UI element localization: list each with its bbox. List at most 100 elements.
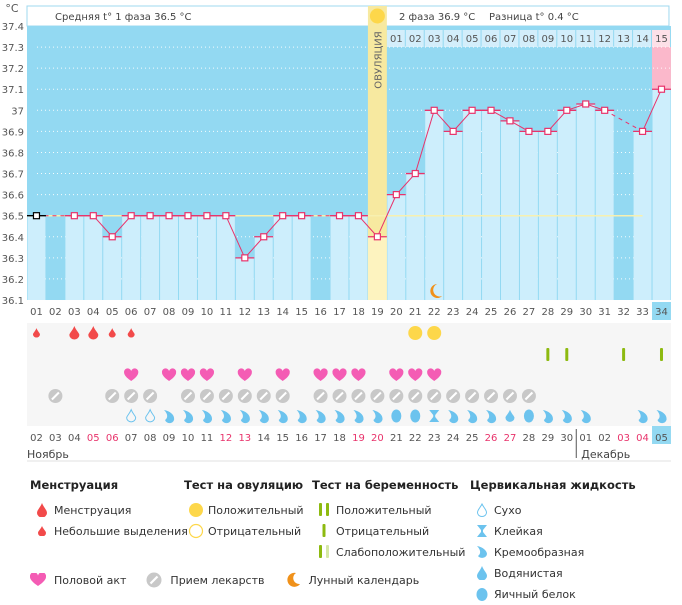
heart-icon [351,368,366,381]
temperature-column [235,257,254,300]
cycle-day-label: 18 [352,307,365,318]
phase2-average: 2 фаза 36.9 °C [399,12,475,23]
date-label: 28 [523,433,536,444]
phase2-day-cell [500,30,519,47]
date-label: 10 [182,433,195,444]
legend-item: Положительный [336,503,432,517]
temperature-point [184,212,192,220]
y-tick-label: 36.9 [2,127,24,138]
heart-icon [275,368,290,381]
blood-drop-icon [69,326,80,340]
cycle-day-label: 23 [447,307,460,318]
small-blood-drop-icon [32,328,40,338]
legend-title: Тест на овуляцию [184,478,304,492]
date-label: 09 [163,433,176,444]
heart-icon [389,368,404,381]
phase2-day-label: 11 [579,34,592,45]
temperature-column [557,110,576,300]
temperature-point [298,212,306,220]
y-tick-label: 37.3 [2,43,24,54]
date-label: 20 [371,433,384,444]
legend-menstruation: Менструация Менструация Небольшие выделе… [30,478,188,542]
egg-white-icon [523,409,534,423]
temperature-column [141,215,160,300]
date-label: 22 [409,433,422,444]
date-label: 04 [636,433,649,444]
temperature-point [146,212,154,220]
creamy-icon [448,410,459,424]
legend-title: Тест на беременность [312,478,459,492]
legend-cervical-fluid: Цервикальная жидкость Сухо Клейкая Кремо… [470,478,636,605]
temperature-column [179,215,197,300]
cycle-day-label: 26 [504,307,517,318]
temperature-line [376,194,397,237]
date-label: 01 [579,433,592,444]
phase2-day-cell [557,30,576,47]
date-label: 23 [428,433,441,444]
pill-stripe [259,391,268,401]
temperature-column [330,215,349,300]
creamy-icon [239,410,250,424]
temperature-column [576,103,595,300]
pill-stripe [448,391,458,401]
phase2-day-cell [652,30,670,47]
temperature-point [487,106,495,114]
date-label: 03 [617,433,630,444]
creamy-icon [486,410,497,424]
y-tick-label: 36.5 [2,212,24,223]
date-label: 21 [390,433,403,444]
temperature-point [544,127,552,135]
date-label: 11 [201,433,214,444]
temperature-column [349,215,368,300]
cycle-day-label: 21 [409,307,422,318]
phase2-day-cell [462,30,481,47]
cycle-day-label: 24 [466,307,479,318]
legend-item: Кремообразная [494,545,585,559]
phase2-day-cell [633,30,652,47]
temperature-point [638,127,647,135]
watery-drop-icon [470,566,494,580]
temperature-point [468,106,476,114]
cycle-day-label: 30 [579,307,592,318]
ovulation-label: ОВУЛЯЦИЯ [373,31,384,89]
cycle-day-label: 02 [49,307,62,318]
temperature-point [354,212,363,220]
creamy-icon [561,410,572,424]
pregnancy-negative-icon [565,348,569,361]
creamy-icon [164,410,175,424]
legend-item: Отрицательный [208,524,302,538]
creamy-icon [637,410,648,424]
temperature-column [482,110,500,300]
cycle-day-label: 22 [428,307,441,318]
temperature-column [122,215,141,300]
date-label: 17 [314,433,327,444]
date-label: 06 [106,433,119,444]
pregnancy-negative-icon [659,348,663,361]
date-label: 30 [560,433,573,444]
pill-stripe [278,391,287,401]
y-tick-label: 37 [11,106,24,117]
date-label: 02 [30,433,43,444]
date-label: 07 [125,433,138,444]
pill-stripe [373,391,382,401]
moon-icon [430,284,443,298]
y-tick-label: 36.7 [2,170,24,181]
phase2-day-cell [595,30,614,47]
temperature-point [582,100,590,108]
temperature-point [449,127,457,135]
phase2-day-label: 15 [655,34,668,45]
sticky-icon [470,524,494,538]
temperature-point [373,233,381,241]
temperature-column [160,215,179,300]
today-highlight [652,426,671,444]
temperature-column [387,194,406,300]
watery-drop-icon [505,409,515,422]
temperature-column [216,215,235,300]
phase2-day-cell [519,30,538,47]
pill-stripe [51,391,60,401]
temperature-point [222,212,230,220]
legend-item: Сухо [494,503,522,517]
phase2-day-cell [481,30,500,47]
creamy-icon [334,410,345,424]
temperature-line [414,110,435,174]
